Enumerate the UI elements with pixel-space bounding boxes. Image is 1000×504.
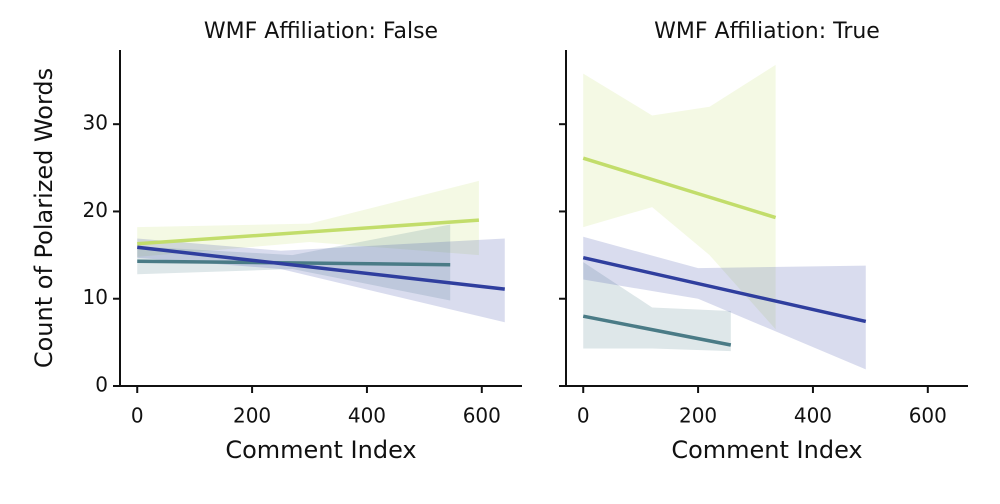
- panel-title: WMF Affiliation: False: [204, 19, 438, 44]
- regression-line: [137, 259, 451, 267]
- y-tick-label: 20: [83, 198, 108, 222]
- x-tick-label: 0: [131, 404, 144, 428]
- regression-line: [137, 218, 480, 246]
- x-tick-label: 200: [679, 404, 717, 428]
- x-axis-label: Comment Index: [671, 436, 862, 464]
- x-tick-label: 0: [577, 404, 590, 428]
- x-tick-label: 200: [233, 404, 271, 428]
- regression-line: [582, 256, 867, 324]
- y-tick-label: 30: [83, 111, 108, 135]
- confidence-band: [583, 236, 866, 370]
- panel-title: WMF Affiliation: True: [654, 19, 880, 44]
- x-tick-label: 600: [909, 404, 947, 428]
- regression-line: [137, 245, 505, 291]
- x-tick-label: 400: [794, 404, 832, 428]
- confidence-band: [583, 64, 776, 330]
- regression-line: [582, 314, 732, 347]
- confidence-band: [583, 262, 731, 352]
- regression-line: [582, 156, 777, 220]
- x-axis-label: Comment Index: [225, 436, 416, 464]
- y-axis-label: Count of Polarized Words: [30, 68, 58, 368]
- y-tick-label: 10: [83, 285, 108, 309]
- x-tick-label: 600: [463, 404, 501, 428]
- y-tick-label: 0: [95, 373, 108, 397]
- confidence-band: [137, 238, 505, 323]
- x-tick-label: 400: [348, 404, 386, 428]
